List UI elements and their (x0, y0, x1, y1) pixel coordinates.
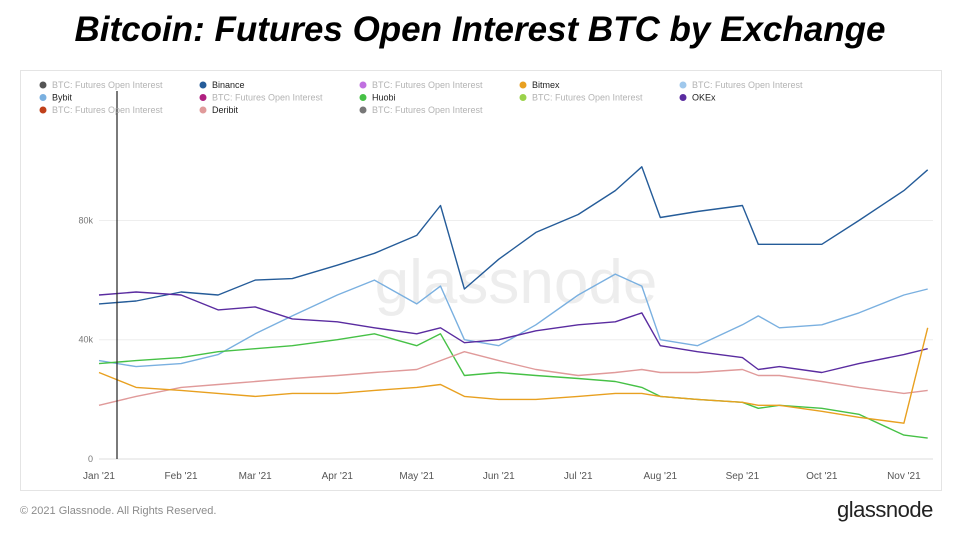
watermark: glassnode (375, 248, 658, 317)
legend-label: BTC: Futures Open Interest (212, 93, 323, 103)
x-tick-label: Nov '21 (887, 471, 921, 482)
legend-label: BTC: Futures Open Interest (52, 80, 163, 90)
x-tick-label: Feb '21 (165, 471, 198, 482)
legend-label: BTC: Futures Open Interest (692, 80, 803, 90)
series-line-deribit (98, 351, 928, 406)
x-tick-label: Mar '21 (239, 471, 272, 482)
x-tick-label: Apr '21 (322, 471, 354, 482)
legend-marker (679, 81, 687, 89)
copyright-text: © 2021 Glassnode. All Rights Reserved. (20, 505, 217, 517)
y-tick-label: 0 (88, 454, 93, 464)
legend-label: BTC: Futures Open Interest (532, 93, 643, 103)
x-tick-label: Jan '21 (83, 471, 115, 482)
legend-label: BTC: Futures Open Interest (372, 105, 483, 115)
legend-label: Deribit (212, 105, 239, 115)
series-line-bybit (98, 273, 928, 368)
legend-marker (39, 106, 47, 114)
series-line-huobi (98, 333, 928, 439)
y-tick-label: 40k (78, 335, 93, 345)
legend-marker (519, 94, 527, 101)
legend-label: Binance (212, 80, 245, 90)
legend-label: Bybit (52, 93, 73, 103)
legend-label: OKEx (692, 93, 716, 103)
legend-marker (359, 81, 367, 89)
legend-marker (519, 81, 527, 89)
legend-label: BTC: Futures Open Interest (372, 80, 483, 90)
x-tick-label: Sep '21 (726, 471, 760, 482)
x-tick-label: Oct '21 (806, 471, 838, 482)
series-line-okex (98, 291, 928, 374)
series-line-bitmex (98, 327, 929, 424)
legend-marker (679, 94, 687, 101)
open-interest-chart[interactable]: 0 40k 80k Jan '21 Feb '21 Mar '21 Apr '21 May '… (21, 71, 941, 490)
x-tick-label: Jun '21 (483, 471, 515, 482)
x-tick-label: May '21 (399, 471, 434, 482)
legend-label: Huobi (372, 93, 396, 103)
legend-label: Bitmex (532, 80, 560, 90)
brand-logo: glassnode (837, 497, 933, 522)
legend-label: BTC: Futures Open Interest (52, 105, 163, 115)
y-tick-label: 80k (78, 215, 93, 225)
legend-marker (39, 94, 47, 101)
legend-marker (359, 106, 367, 114)
x-tick-label: Aug '21 (643, 471, 677, 482)
legend-marker (199, 81, 207, 89)
x-tick-label: Jul '21 (564, 471, 593, 482)
page-title: Bitcoin: Futures Open Interest BTC by Ex… (74, 10, 886, 49)
legend-marker (199, 106, 207, 114)
legend-marker (359, 94, 367, 101)
chart-panel: 0 40k 80k Jan '21 Feb '21 Mar '21 Apr '21 May '… (20, 70, 942, 491)
series-line-binance (98, 166, 929, 305)
legend-marker (39, 81, 47, 89)
legend-marker (199, 94, 207, 101)
